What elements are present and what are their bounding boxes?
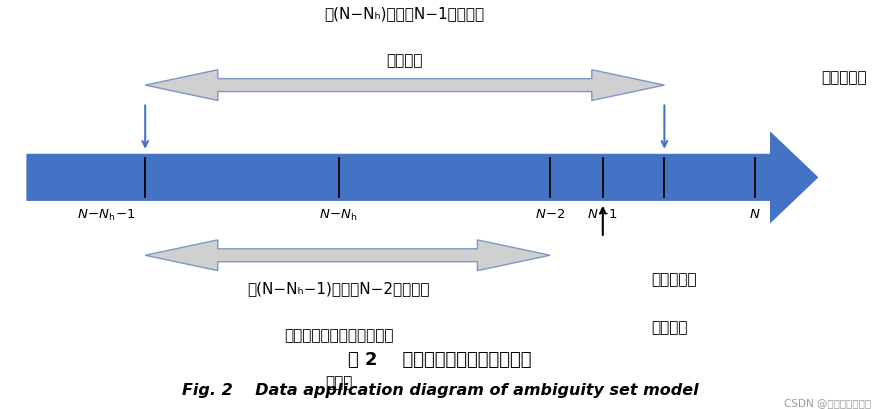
Text: $N\!-\!N_{\mathrm{h}}\!-\!1$: $N\!-\!N_{\mathrm{h}}\!-\!1$ (77, 208, 136, 223)
Text: 第(N−Nₕ)天到第N−1天的实际: 第(N−Nₕ)天到第N−1天的实际 (325, 6, 485, 21)
Polygon shape (26, 132, 818, 224)
Text: 光伏出力预测的历史预测曲: 光伏出力预测的历史预测曲 (284, 327, 393, 342)
Polygon shape (145, 70, 664, 101)
Text: 基于相似度: 基于相似度 (651, 272, 697, 287)
Text: $N$: $N$ (749, 208, 761, 221)
Text: 第(N−Nₕ−1)天到第N−2天对次日: 第(N−Nₕ−1)天到第N−2天对次日 (247, 280, 430, 295)
Polygon shape (145, 240, 550, 271)
Text: 模糊集刻画: 模糊集刻画 (821, 70, 867, 85)
Text: CSDN @电网论文源程序: CSDN @电网论文源程序 (784, 397, 871, 407)
Text: 进行聚类: 进行聚类 (651, 319, 687, 334)
Text: Fig. 2    Data application diagram of ambiguity set model: Fig. 2 Data application diagram of ambig… (181, 382, 699, 398)
Text: $N\!-\!2$: $N\!-\!2$ (534, 208, 566, 221)
Text: 线数据: 线数据 (325, 374, 353, 389)
Text: $N\!-\!1$: $N\!-\!1$ (587, 208, 619, 221)
Text: 出力数据: 出力数据 (386, 53, 423, 68)
Text: 图 2    模糊集构建的数据应用方案: 图 2 模糊集构建的数据应用方案 (348, 350, 532, 368)
Text: $N\!-\!N_{\mathrm{h}}$: $N\!-\!N_{\mathrm{h}}$ (319, 208, 358, 223)
